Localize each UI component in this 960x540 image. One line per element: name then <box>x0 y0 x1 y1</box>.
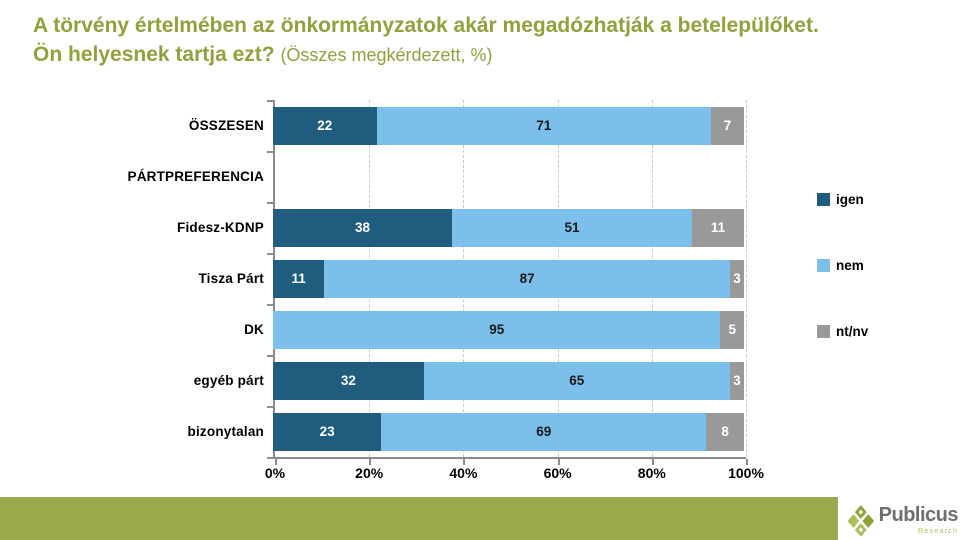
logo-sub-text: Research <box>917 525 958 535</box>
bar-segment-nem: 51 <box>451 208 693 247</box>
category-label: Tisza Párt <box>198 271 264 286</box>
chart-row: bizonytalan 23 69 8 <box>30 406 744 457</box>
chart-row: egyéb párt 32 65 3 <box>30 355 744 406</box>
bar-segment-ntnv: 5 <box>720 310 744 349</box>
bar-segment-igen: 22 <box>273 106 377 145</box>
chart-rows: ÖSSZESEN 22 71 7 PÁRTPREFERENCIA Fidesz-KDNP 3… <box>30 100 744 457</box>
bar-segment-igen: 23 <box>273 412 382 451</box>
category-label: bizonytalan <box>187 424 264 439</box>
legend-label: nem <box>836 258 864 273</box>
legend-item: igen <box>817 192 868 207</box>
legend-swatch <box>817 193 830 206</box>
x-axis-label: 0% <box>264 465 286 481</box>
x-axis-label: 20% <box>355 465 384 481</box>
logo-brand-text: Publicus <box>878 503 959 526</box>
x-axis-tick <box>746 459 748 465</box>
category-label: egyéb párt <box>193 373 264 388</box>
chart-row: PÁRTPREFERENCIA <box>30 151 744 202</box>
x-axis-tick <box>557 459 560 465</box>
chart-row: ÖSSZESEN 22 71 7 <box>30 100 744 151</box>
legend-item: nt/nv <box>817 324 868 339</box>
x-axis-label: 60% <box>543 465 572 481</box>
y-axis-tick <box>267 151 273 153</box>
title-note: (Összes megkérdezett, %) <box>280 44 493 65</box>
publicus-logo: Publicus Research <box>846 501 959 538</box>
bar-segment-igen: 11 <box>273 259 325 298</box>
bar-segment-ntnv: 7 <box>711 106 744 145</box>
category-label: DK <box>244 322 264 337</box>
category-label: PÁRTPREFERENCIA <box>127 169 264 184</box>
bar-segment-ntnv: 8 <box>706 412 744 451</box>
y-axis-tick <box>267 304 273 306</box>
x-axis-label: 100% <box>728 465 764 481</box>
chart-row: Fidesz-KDNP 38 51 11 <box>30 202 744 253</box>
bar-segment-nem: 87 <box>324 259 731 298</box>
bar-segment-nem: 71 <box>376 106 712 145</box>
legend-item: nem <box>817 258 868 273</box>
bar-segment-nem: 95 <box>273 310 721 349</box>
bar-segment-ntnv: 11 <box>692 208 744 247</box>
legend-label: nt/nv <box>836 324 869 339</box>
stacked-bar-chart: 0% 20% 40% 60% 80% 100% ÖSSZESEN 22 71 7 PÁRTPREF… <box>30 100 764 481</box>
logo-wordmark: Publicus Research <box>878 503 959 535</box>
bar-track: 95 5 <box>273 310 744 349</box>
legend-swatch <box>817 259 830 272</box>
title-question: Ön helyesnek tartja ezt? <box>33 42 275 66</box>
publicus-diamond-icon <box>847 504 875 536</box>
footer-accent-bar <box>0 497 838 540</box>
y-axis-tick <box>267 253 273 255</box>
bar-segment-ntnv: 3 <box>729 361 744 400</box>
bar-segment-ntnv: 3 <box>730 259 744 298</box>
gridline <box>746 100 747 457</box>
title-line-1: A törvény értelmében az önkormányzatok a… <box>33 14 819 37</box>
y-axis-tick <box>267 202 273 204</box>
chart-row: DK 95 5 <box>30 304 744 355</box>
x-axis-tick <box>651 459 654 465</box>
x-axis-tick <box>369 459 372 465</box>
bar-segment-igen: 38 <box>273 208 452 247</box>
bar-segment-nem: 69 <box>381 412 707 451</box>
x-axis-tick <box>463 459 466 465</box>
bar-track: 38 51 11 <box>273 208 744 247</box>
bar-track: 23 69 8 <box>273 412 744 451</box>
legend: igen nem nt/nv <box>817 192 868 339</box>
category-label: ÖSSZESEN <box>188 118 264 133</box>
y-axis-tick <box>267 355 273 357</box>
x-axis-label: 40% <box>449 465 478 481</box>
bar-track <box>273 158 744 196</box>
y-axis-tick <box>267 457 273 459</box>
legend-swatch <box>817 325 830 338</box>
bar-track: 22 71 7 <box>273 106 744 145</box>
bar-segment-igen: 32 <box>273 361 424 400</box>
x-axis-tick <box>275 459 277 465</box>
y-axis-tick <box>267 406 273 408</box>
category-label: Fidesz-KDNP <box>177 220 264 235</box>
bar-track: 32 65 3 <box>273 361 744 400</box>
x-axis-label: 80% <box>637 465 666 481</box>
legend-label: igen <box>836 192 864 207</box>
bar-segment-nem: 65 <box>423 361 730 400</box>
chart-row: Tisza Párt 11 87 3 <box>30 253 744 304</box>
title-line-2: Ön helyesnek tartja ezt? (Összes megkérd… <box>33 41 945 70</box>
y-axis-tick <box>267 100 273 102</box>
chart-title: A törvény értelmében az önkormányzatok a… <box>33 12 945 70</box>
bar-track: 11 87 3 <box>273 259 744 298</box>
